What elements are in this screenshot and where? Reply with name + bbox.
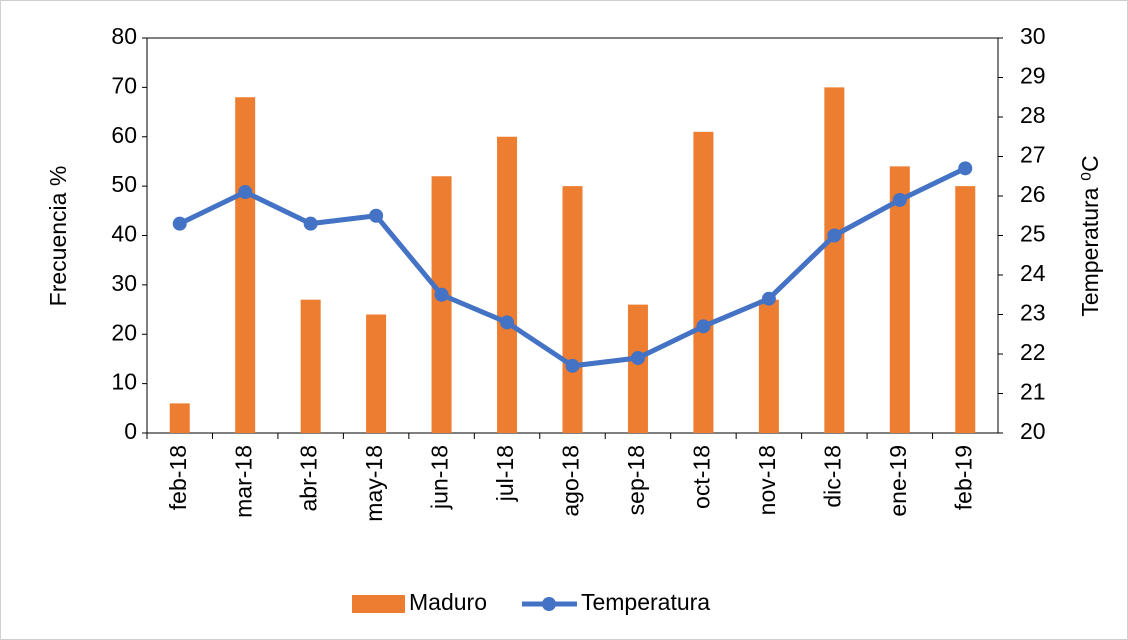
bar [758,299,779,433]
line-marker [630,350,645,365]
y2-axis-label: Temperatura ⁰C [1077,155,1103,316]
y-tick-label: 30 [111,270,137,296]
y-tick-label: 10 [111,369,137,395]
line-marker [565,358,580,373]
line-marker [172,216,187,231]
line-marker [238,185,253,200]
x-tick-label: oct-18 [689,445,715,509]
x-tick-label: nov-18 [754,445,780,515]
bar [562,186,583,433]
bar [497,136,518,433]
y2-tick-label: 24 [1020,260,1046,286]
line-marker [827,228,842,243]
x-tick-label: dic-18 [819,445,845,508]
x-tick-label: feb-18 [165,445,191,510]
y2-tick-label: 27 [1020,142,1046,168]
y2-tick-label: 25 [1020,221,1046,247]
y2-tick-label: 28 [1020,102,1046,128]
y2-tick-label: 20 [1020,418,1046,444]
line-marker [892,192,907,207]
y-tick-label: 40 [111,221,137,247]
bar [431,176,452,433]
x-tick-label: may-18 [361,445,387,522]
x-tick-label: ene-19 [885,445,911,517]
y2-tick-label: 26 [1020,181,1046,207]
y2-tick-label: 21 [1020,379,1046,405]
y2-tick-label: 22 [1020,339,1046,365]
y2-tick-label: 30 [1020,23,1046,49]
y-tick-label: 50 [111,171,137,197]
bar [169,403,190,433]
bar [627,304,648,433]
bar [693,131,714,433]
bar [889,166,910,433]
line-marker [696,319,711,334]
x-tick-label: sep-18 [623,445,649,515]
x-tick-label: mar-18 [230,445,256,518]
line-marker [434,287,449,302]
line-marker [303,216,318,231]
y2-tick-label: 29 [1020,63,1046,89]
legend-label: Temperatura [581,589,710,615]
y-tick-label: 60 [111,122,137,148]
line-marker [761,291,776,306]
x-tick-label: jul-18 [492,445,518,502]
y-tick-label: 20 [111,319,137,345]
y-axis-label: Frecuencia % [45,166,71,307]
line-marker [958,161,973,176]
x-tick-label: feb-19 [950,445,976,510]
legend-label: Maduro [409,589,487,615]
bar [824,87,845,433]
bar [955,186,976,433]
line-marker [369,208,384,223]
line-marker [500,315,515,330]
y-tick-label: 70 [111,72,137,98]
bar [300,299,321,433]
legend-swatch [352,595,405,613]
y-tick-label: 80 [111,23,137,49]
x-tick-label: jun-18 [427,445,453,510]
legend-marker [541,597,556,611]
y-tick-label: 0 [124,418,137,444]
y2-tick-label: 23 [1020,300,1046,326]
bar [366,314,387,433]
x-tick-label: ago-18 [558,445,584,517]
bar [235,97,256,433]
x-tick-label: abr-18 [296,445,322,511]
